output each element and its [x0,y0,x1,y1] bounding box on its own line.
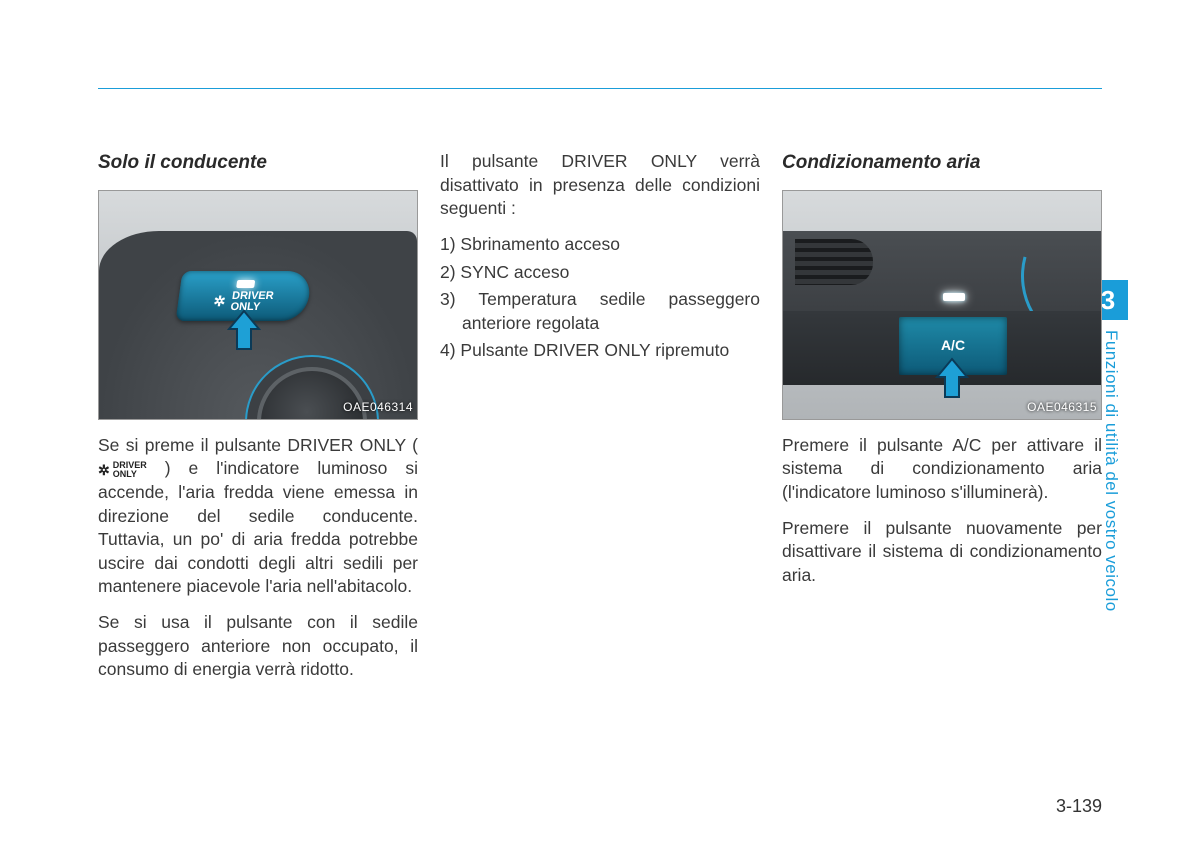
column-ac: Condizionamento aria A/C OAE046315 Preme… [782,150,1102,599]
heading-ac: Condizionamento aria [782,150,1102,176]
ac-button-label: A/C [941,336,965,355]
heading-driver-only: Solo il conducente [98,150,418,176]
para-ac-2: Premere il pulsante nuovamente per disat… [782,517,1102,588]
column-conditions: Il pulsante DRIVER ONLY verrà disattivat… [440,150,760,367]
condition-item-3: 3) Temperatura sedile passeggero anterio… [440,288,760,335]
para-driver-1: Se si preme il pulsante DRIVER ONLY ( ✲D… [98,434,418,599]
figure-ac: A/C OAE046315 [782,190,1102,420]
para-driver-2: Se si usa il pulsante con il sedile pass… [98,611,418,682]
figure-code-2: OAE046315 [1027,399,1097,415]
top-divider [98,88,1102,89]
inline-driver-only-icon: ✲DRIVERONLY [98,461,147,479]
driver-label-1: DRIVER [231,290,274,301]
condition-item-4: 4) Pulsante DRIVER ONLY ripremuto [440,339,760,363]
chapter-number: 3 [1101,285,1115,316]
led-icon [236,279,255,287]
condition-item-2: 2) SYNC acceso [440,261,760,285]
page-number: 3-139 [1056,796,1102,817]
column-driver-only: Solo il conducente ✲ DRIVER ONLY OAE0463… [98,150,418,694]
arrow-up-icon [935,357,969,401]
ac-led-icon [943,293,965,301]
figure-code-1: OAE046314 [343,399,413,415]
arrow-up-icon [227,309,261,353]
para-conditions-intro: Il pulsante DRIVER ONLY verrà disattivat… [440,150,760,221]
fan-icon: ✲ [212,292,226,311]
figure-driver-only: ✲ DRIVER ONLY OAE046314 [98,190,418,420]
vent-icon [795,239,873,285]
para-ac-1: Premere il pulsante A/C per attivare il … [782,434,1102,505]
condition-item-1: 1) Sbrinamento acceso [440,233,760,257]
